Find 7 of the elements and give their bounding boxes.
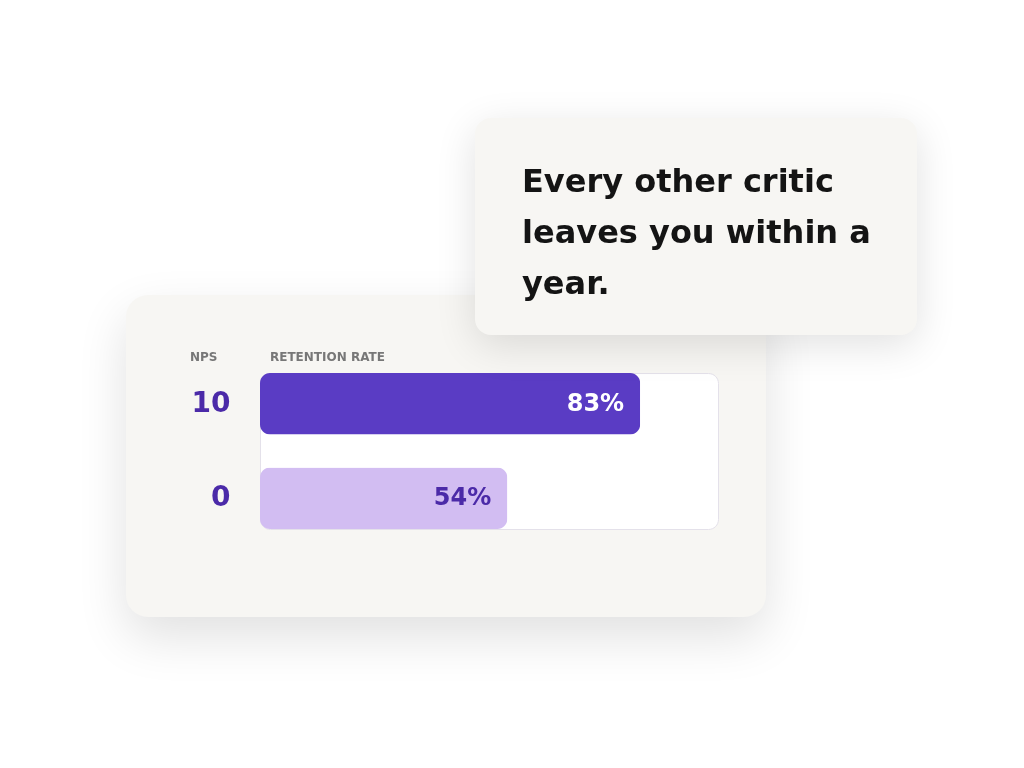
y-tick-label: 10: [191, 385, 231, 419]
x-axis-title: RETENTION RATE: [270, 350, 385, 364]
data-label: 54%: [433, 483, 492, 512]
data-label: 83%: [566, 388, 625, 417]
y-axis-title: NPS: [190, 350, 218, 364]
text: Every other critic leaves you within a year.: [475, 118, 917, 335]
y-tick-label: 0: [211, 480, 231, 514]
